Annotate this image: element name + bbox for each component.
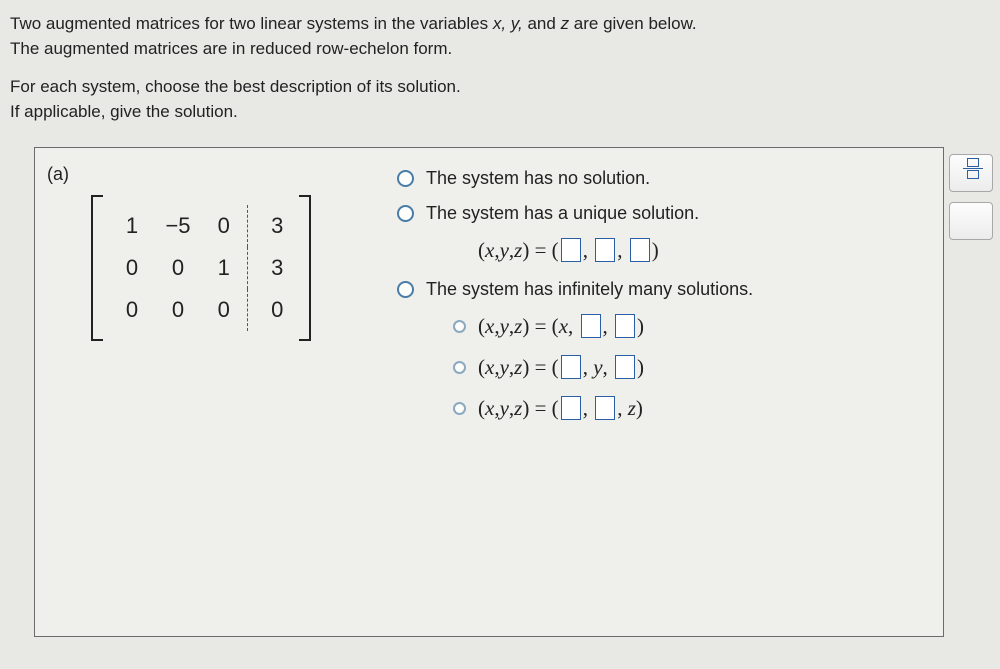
radio-icon [397, 170, 414, 187]
option-label: The system has no solution. [426, 168, 650, 189]
blank-input[interactable] [561, 238, 581, 262]
infinite-sub-y-free[interactable]: (x, y, z) = (, y, ) [453, 355, 917, 380]
option-unique-solution[interactable]: The system has a unique solution. [397, 203, 917, 224]
intro-tail: are given below. [569, 14, 697, 33]
subradio-icon [453, 402, 466, 415]
option-label: The system has a unique solution. [426, 203, 699, 224]
matrix-cell: 1 [201, 247, 247, 289]
unique-solution-entry: (x, y, z) = (, , ) [453, 238, 917, 263]
matrix-cell: 0 [201, 289, 247, 331]
subradio-icon [453, 361, 466, 374]
matrix-cell: 0 [155, 247, 201, 289]
subradio-icon [453, 320, 466, 333]
part-label: (a) [47, 164, 397, 185]
blank-input[interactable] [561, 355, 581, 379]
matrix-cell: −5 [155, 205, 201, 247]
intro-text: Two augmented matrices for two linear sy… [10, 14, 493, 33]
infinite-sub-x-free[interactable]: (x, y, z) = (x, , ) [453, 314, 917, 339]
problem-intro: Two augmented matrices for two linear sy… [6, 12, 1000, 139]
blank-input[interactable] [581, 314, 601, 338]
augmented-matrix: 1 −5 0 3 0 0 1 3 0 0 0 0 [91, 195, 311, 341]
option-infinite-solutions[interactable]: The system has infinitely many solutions… [397, 279, 917, 300]
radio-icon [397, 205, 414, 222]
intro-line-1: Two augmented matrices for two linear sy… [10, 12, 992, 37]
bracket-right [299, 195, 311, 341]
intro-vars-xy: x, y, [493, 14, 523, 33]
tool-secondary-button[interactable] [949, 202, 993, 240]
blank-input[interactable] [630, 238, 650, 262]
matrix-cell-aug: 3 [247, 247, 293, 289]
matrix-cell: 0 [109, 247, 155, 289]
problem-panel: (a) 1 −5 0 3 0 0 1 3 [34, 147, 944, 637]
option-no-solution[interactable]: The system has no solution. [397, 168, 917, 189]
radio-icon [397, 281, 414, 298]
fraction-icon [961, 158, 985, 179]
intro-line-4: If applicable, give the solution. [10, 100, 992, 125]
blank-input[interactable] [615, 314, 635, 338]
matrix-cell: 0 [109, 289, 155, 331]
matrix-cell: 1 [109, 205, 155, 247]
matrix-cell-aug: 3 [247, 205, 293, 247]
infinite-sub-z-free[interactable]: (x, y, z) = (, , z) [453, 396, 917, 421]
blank-input[interactable] [615, 355, 635, 379]
intro-line-3: For each system, choose the best descrip… [10, 75, 992, 100]
option-label: The system has infinitely many solutions… [426, 279, 753, 300]
blank-input[interactable] [595, 238, 615, 262]
intro-line-2: The augmented matrices are in reduced ro… [10, 37, 992, 62]
matrix-table: 1 −5 0 3 0 0 1 3 0 0 0 0 [109, 205, 293, 331]
matrix-cell: 0 [201, 205, 247, 247]
matrix-cell-aug: 0 [247, 289, 293, 331]
intro-and: and [523, 14, 561, 33]
matrix-cell: 0 [155, 289, 201, 331]
blank-input[interactable] [561, 396, 581, 420]
blank-input[interactable] [595, 396, 615, 420]
bracket-left [91, 195, 103, 341]
intro-var-z: z [561, 14, 570, 33]
